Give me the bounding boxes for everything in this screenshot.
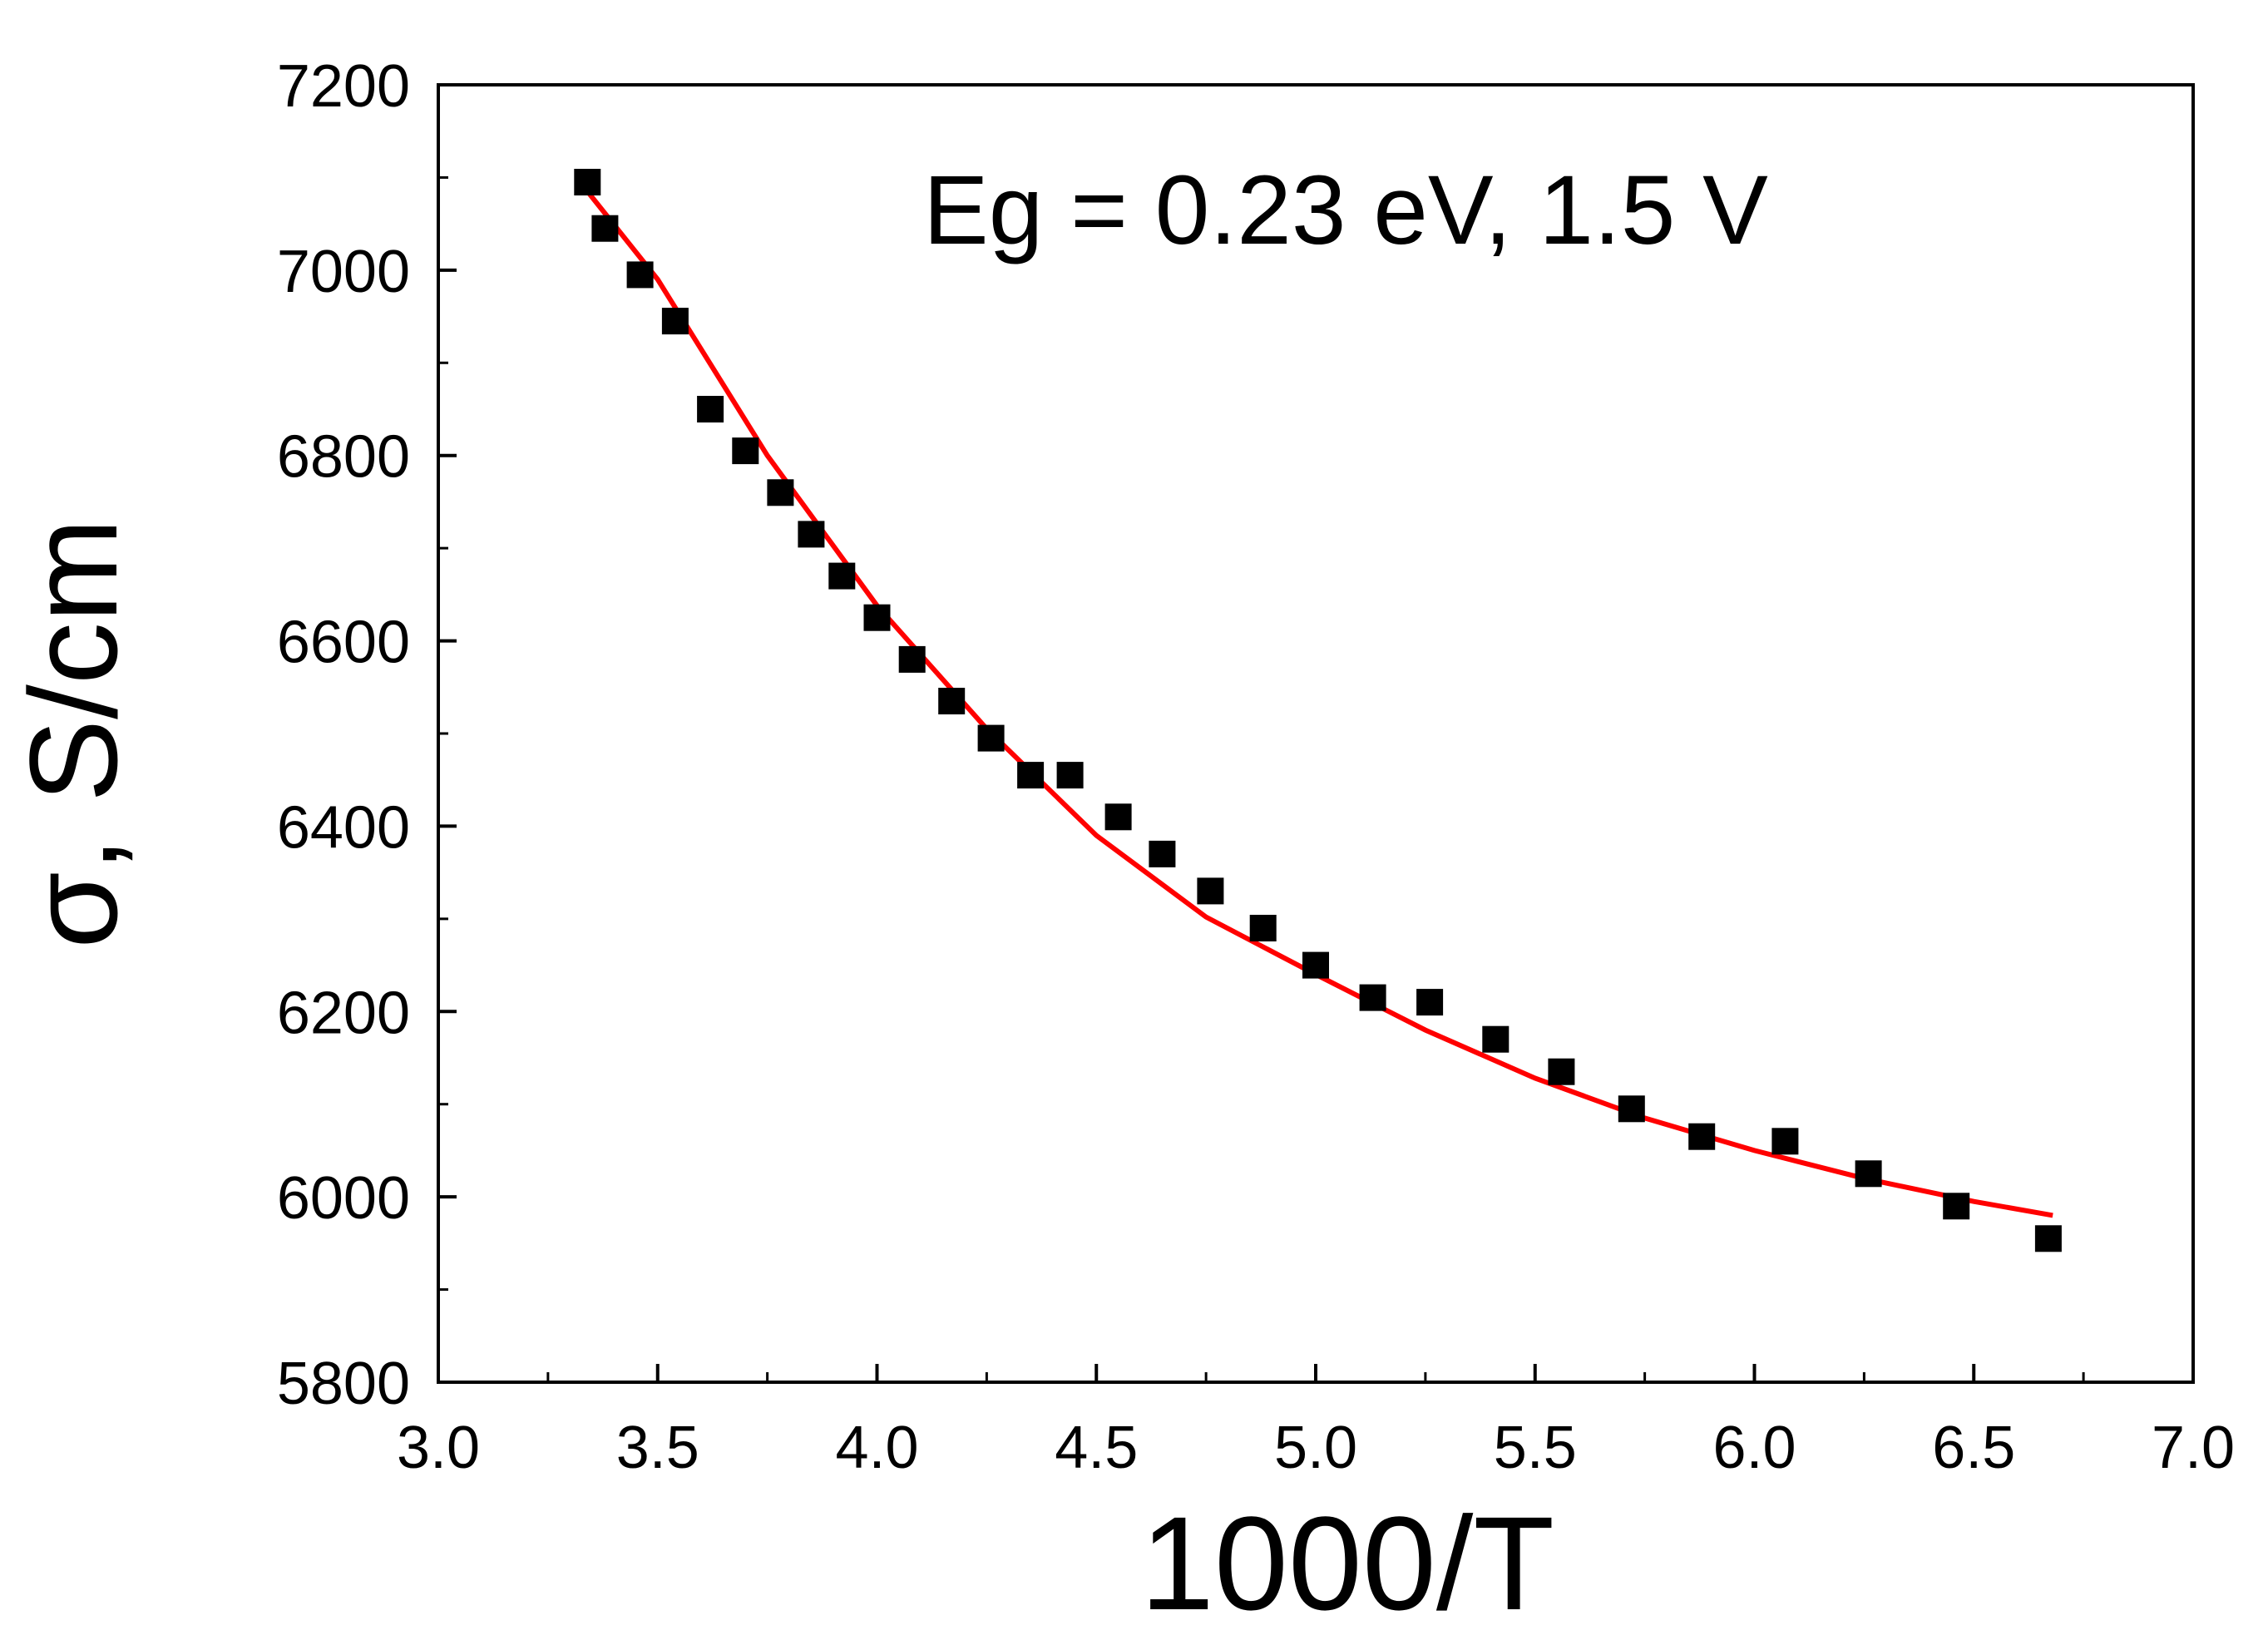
x-axis-title: 1000/T <box>1140 1489 1554 1638</box>
data-point <box>863 604 891 631</box>
annotation: Eg = 0.23 eV, 1.5 V <box>923 156 1768 265</box>
y-tick-label: 7000 <box>277 239 410 305</box>
fit-line <box>585 190 2053 1218</box>
y-tick-label: 6800 <box>277 424 410 491</box>
data-point <box>1359 984 1386 1011</box>
data-point <box>767 479 794 506</box>
y-axis-title: σ, S/cm <box>3 518 143 949</box>
y-tick-label: 6400 <box>277 794 410 861</box>
axis-ticks <box>437 83 2195 1384</box>
data-point <box>1688 1123 1716 1150</box>
data-point <box>626 261 654 289</box>
y-tick-label: 6000 <box>277 1165 410 1232</box>
x-tick-label: 5.0 <box>1274 1415 1357 1481</box>
data-point <box>828 562 856 590</box>
data-point <box>1771 1128 1799 1155</box>
x-tick-label: 4.5 <box>1055 1415 1138 1481</box>
tick-labels: 3.0 3.5 4.0 4.5 5.0 5.5 6.0 6.5 7.0 5800 6000 6200 6… <box>277 53 2235 1481</box>
x-tick-label: 7.0 <box>2152 1415 2235 1481</box>
data-point <box>661 308 689 335</box>
data-points <box>574 169 2062 1252</box>
data-point <box>591 215 619 242</box>
y-tick-label: 6200 <box>277 980 410 1046</box>
x-tick-label: 5.5 <box>1494 1415 1577 1481</box>
y-tick-label: 7200 <box>277 53 410 120</box>
data-point <box>574 169 601 195</box>
data-point <box>732 437 759 465</box>
data-point <box>1482 1025 1510 1053</box>
x-tick-label: 3.5 <box>616 1415 699 1481</box>
data-point <box>1618 1095 1645 1123</box>
data-point <box>1943 1193 1970 1220</box>
data-point <box>938 688 966 714</box>
data-point <box>1416 989 1444 1016</box>
data-point <box>977 724 1005 752</box>
y-tick-label: 5800 <box>277 1351 410 1417</box>
data-point <box>1302 951 1329 979</box>
data-point <box>898 645 926 673</box>
data-point <box>697 396 724 422</box>
data-point <box>1855 1160 1882 1188</box>
y-tick-label: 6600 <box>277 610 410 676</box>
x-tick-label: 3.0 <box>397 1415 480 1481</box>
data-point <box>1017 762 1045 789</box>
data-point <box>1056 762 1084 789</box>
plot-frame <box>437 83 2195 1384</box>
data-point <box>1149 840 1176 867</box>
data-point <box>1104 803 1132 831</box>
data-point <box>1249 915 1277 941</box>
x-tick-label: 4.0 <box>835 1415 918 1481</box>
x-tick-label: 6.0 <box>1712 1415 1796 1481</box>
data-point <box>1548 1058 1575 1085</box>
data-point <box>2034 1225 2062 1252</box>
x-tick-label: 6.5 <box>1932 1415 2015 1481</box>
data-point <box>798 521 825 548</box>
data-point <box>1197 877 1224 905</box>
